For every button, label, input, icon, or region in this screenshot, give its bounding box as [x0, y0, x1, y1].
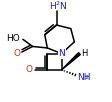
Text: N: N — [59, 2, 66, 11]
Text: 2: 2 — [85, 75, 89, 80]
Text: H: H — [82, 49, 88, 58]
Text: N: N — [58, 49, 65, 58]
Text: HO: HO — [7, 34, 20, 43]
Text: NH: NH — [77, 73, 90, 81]
Text: H: H — [49, 2, 56, 11]
Text: O: O — [26, 65, 33, 74]
Polygon shape — [62, 53, 80, 70]
Text: O: O — [13, 49, 20, 58]
Text: 2: 2 — [56, 1, 60, 6]
